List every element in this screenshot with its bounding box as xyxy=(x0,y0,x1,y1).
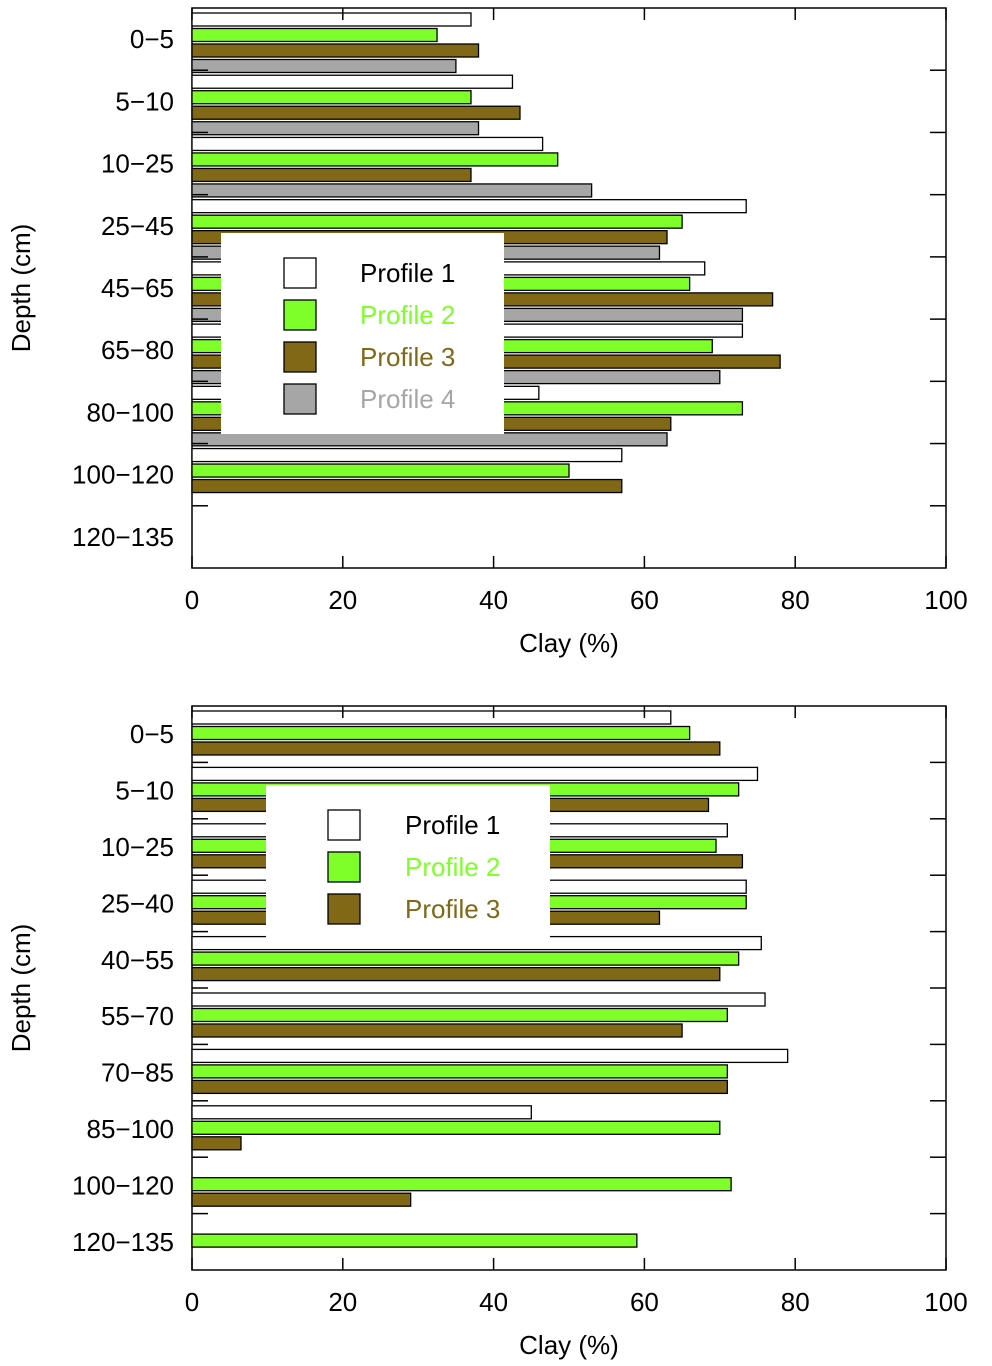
bar-4-1 xyxy=(191,58,457,74)
bar-1-2 xyxy=(191,74,514,89)
bar-2-10 xyxy=(191,1233,638,1248)
bar-3-5 xyxy=(191,966,721,982)
y-tick-label: 10−25 xyxy=(101,832,174,862)
legend-label-4: Profile 4 xyxy=(360,384,455,414)
bar-3-9 xyxy=(191,1192,412,1207)
bar-3-1 xyxy=(191,741,721,756)
bar-1-2 xyxy=(191,766,759,782)
y-tick-label: 40−55 xyxy=(101,945,174,975)
legend: Profile 1 Profile 2 Profile 3 Profile 4 xyxy=(221,233,504,434)
y-tick-label: 25−40 xyxy=(101,888,174,918)
y-axis-title: Depth (cm) xyxy=(6,224,36,353)
legend-box xyxy=(266,785,550,942)
legend-label-3: Profile 3 xyxy=(360,342,455,372)
bar-3-8 xyxy=(191,1136,242,1151)
bar-2-1 xyxy=(191,725,691,741)
chart-panel-2: 0−5 5−10 10−25 25−40 40−55 55−70 70−85 85−100 10… xyxy=(6,705,968,1360)
x-tick-label: 40 xyxy=(479,585,508,615)
bar-2-8 xyxy=(191,463,570,478)
bar-2-5 xyxy=(191,951,740,966)
bar-1-3 xyxy=(191,136,544,152)
bar-1-1 xyxy=(191,710,672,725)
y-tick-label: 80−100 xyxy=(87,397,174,427)
bar-3-7 xyxy=(191,1079,728,1095)
y-tick-label: 5−10 xyxy=(115,86,174,116)
legend-swatch-4 xyxy=(283,383,317,415)
x-tick-label: 100 xyxy=(924,1287,967,1317)
y-tick-label: 85−100 xyxy=(87,1114,174,1144)
bar-3-8 xyxy=(191,478,623,494)
bar-2-1 xyxy=(191,27,438,43)
legend-label-2: Profile 2 xyxy=(405,852,500,882)
legend-swatch-1 xyxy=(327,809,361,841)
bar-2-2 xyxy=(191,90,472,105)
y-tick-label: 55−70 xyxy=(101,1001,174,1031)
bar-2-9 xyxy=(191,1177,732,1192)
y-tick-label: 0−5 xyxy=(130,24,174,54)
y-tick-label: 100−120 xyxy=(72,1170,174,1200)
bar-3-2 xyxy=(191,105,521,120)
y-tick-label: 70−85 xyxy=(101,1058,174,1088)
bar-4-2 xyxy=(191,121,480,136)
bar-1-8 xyxy=(191,1105,532,1120)
x-tick-label: 60 xyxy=(630,1287,659,1317)
x-tick-label: 60 xyxy=(630,585,659,615)
x-tick-label: 80 xyxy=(781,585,810,615)
legend-swatch-3 xyxy=(283,341,317,373)
x-tick-label: 0 xyxy=(185,585,199,615)
bar-1-1 xyxy=(191,12,472,27)
bar-2-4 xyxy=(191,214,683,229)
y-tick-label: 0−5 xyxy=(130,719,174,749)
legend-label-1: Profile 1 xyxy=(360,258,455,288)
y-tick-label: 10−25 xyxy=(101,149,174,179)
x-axis-title: Clay (%) xyxy=(519,628,619,658)
legend-box xyxy=(221,233,504,434)
x-tick-label: 20 xyxy=(328,1287,357,1317)
legend-swatch-2 xyxy=(327,851,361,883)
bar-3-3 xyxy=(191,167,472,183)
bar-3-6 xyxy=(191,1023,683,1038)
legend-swatch-3 xyxy=(327,893,361,925)
x-axis-title: Clay (%) xyxy=(519,1330,619,1360)
chart-panel-1: 0−5 5−10 10−25 25−45 45−65 65−80 80−100 100−120… xyxy=(6,7,968,658)
bar-2-7 xyxy=(191,1064,728,1079)
legend-swatch-2 xyxy=(283,299,317,331)
y-tick-label: 120−135 xyxy=(72,1227,174,1257)
y-axis-title: Depth (cm) xyxy=(6,924,36,1053)
y-tick-label: 45−65 xyxy=(101,273,174,303)
bar-3-1 xyxy=(191,43,480,58)
bar-1-6 xyxy=(191,992,766,1007)
bar-1-8 xyxy=(191,447,623,463)
legend: Profile 1 Profile 2 Profile 3 xyxy=(266,785,550,942)
x-tick-label: 80 xyxy=(781,1287,810,1317)
legend-swatch-1 xyxy=(283,257,317,289)
y-tick-label: 65−80 xyxy=(101,335,174,365)
legend-label-1: Profile 1 xyxy=(405,810,500,840)
bar-1-4 xyxy=(191,199,747,214)
y-tick-label: 25−45 xyxy=(101,211,174,241)
x-tick-label: 100 xyxy=(924,585,967,615)
y-tick-label: 120−135 xyxy=(72,522,174,552)
bar-4-7 xyxy=(191,432,668,447)
bar-2-3 xyxy=(191,152,559,167)
bar-1-7 xyxy=(191,1048,789,1064)
x-tick-label: 20 xyxy=(328,585,357,615)
legend-label-2: Profile 2 xyxy=(360,300,455,330)
x-tick-label: 40 xyxy=(479,1287,508,1317)
legend-label-3: Profile 3 xyxy=(405,894,500,924)
y-tick-label: 100−120 xyxy=(72,460,174,490)
bar-4-3 xyxy=(191,183,593,198)
y-tick-label: 5−10 xyxy=(115,776,174,806)
bar-2-8 xyxy=(191,1120,721,1135)
x-tick-label: 0 xyxy=(185,1287,199,1317)
bar-2-6 xyxy=(191,1007,728,1023)
